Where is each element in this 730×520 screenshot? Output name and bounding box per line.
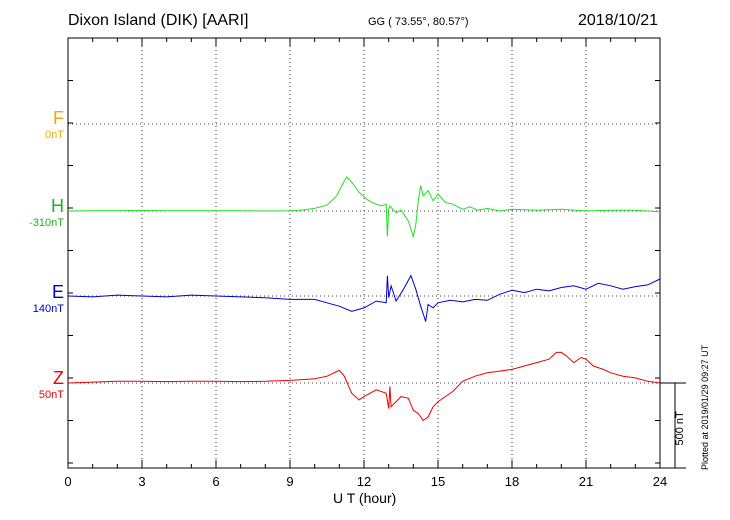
grid-lines — [68, 38, 660, 468]
x-tick-label: 6 — [212, 474, 219, 489]
x-tick-label: 18 — [505, 474, 519, 489]
x-axis-ticks: 0 3 6 9 12 15 18 21 24 — [64, 38, 667, 489]
trace-z — [67, 351, 661, 422]
x-tick-label: 9 — [286, 474, 293, 489]
component-z-letter: Z — [53, 368, 64, 388]
scale-bar: 500 nT — [660, 382, 686, 469]
x-tick-label: 12 — [357, 474, 371, 489]
x-axis-label: U T (hour) — [333, 490, 397, 506]
component-z-label: Z 50nT — [39, 368, 64, 401]
y-axis-ticks — [68, 37, 660, 464]
component-z-offset: 50nT — [38, 389, 64, 401]
component-f-offset: 0nT — [45, 129, 64, 141]
station-title: Dixon Island (DIK) [AARI] — [68, 12, 249, 29]
component-h-label: H -310nT — [29, 196, 64, 229]
x-tick-label: 0 — [64, 474, 71, 489]
component-f-label: F 0nT — [45, 108, 64, 141]
component-f-letter: F — [53, 108, 64, 128]
trace-e — [67, 274, 661, 322]
scale-bar-label: 500 nT — [674, 411, 686, 446]
x-tick-label: 21 — [579, 474, 593, 489]
component-e-letter: E — [51, 282, 64, 302]
x-tick-label: 15 — [431, 474, 445, 489]
chart-date: 2018/10/21 — [578, 12, 659, 29]
trace-h — [67, 176, 661, 239]
station-coordinates: GG ( 73.55°, 80.57°) — [368, 16, 469, 28]
component-h-offset: -310nT — [29, 217, 64, 229]
component-h-letter: H — [51, 196, 64, 216]
plotted-timestamp: Plotted at 2019/01/29 09:27 UT — [700, 344, 710, 470]
x-tick-label: 3 — [138, 474, 145, 489]
x-tick-label: 24 — [653, 474, 667, 489]
component-e-label: E 140nT — [33, 282, 64, 315]
trace-group — [67, 176, 661, 422]
component-e-offset: 140nT — [32, 303, 64, 315]
